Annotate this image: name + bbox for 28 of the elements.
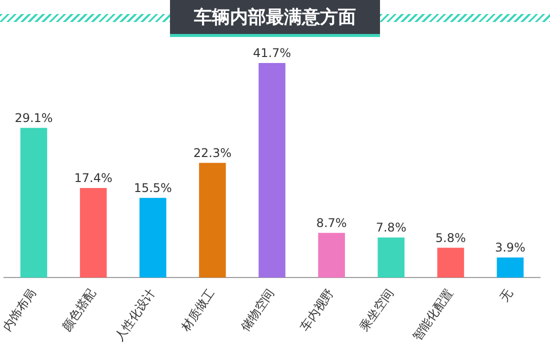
bar xyxy=(139,198,166,278)
data-label: 41.7% xyxy=(252,46,292,60)
bar xyxy=(437,248,464,278)
x-tick-label: 车内视野 xyxy=(298,286,337,334)
bar xyxy=(80,188,107,278)
x-tick-label: 颜色搭配 xyxy=(59,286,98,334)
bar xyxy=(378,237,405,278)
data-label: 29.1% xyxy=(14,110,53,125)
data-label: 3.9% xyxy=(494,240,526,255)
x-tick-label: 储物空间 xyxy=(238,286,278,334)
bar xyxy=(258,62,286,278)
bar xyxy=(496,258,524,278)
x-tick-label: 内饰布局 xyxy=(0,286,39,334)
data-label: 22.3% xyxy=(193,146,232,160)
x-tick-label: 乘坐空间 xyxy=(357,286,396,334)
x-tick-label: 无 xyxy=(496,286,516,304)
data-label: 5.8% xyxy=(435,230,466,245)
chart-title: 车辆内部最满意方面 xyxy=(170,0,380,36)
bar xyxy=(199,162,226,278)
data-label: 15.5% xyxy=(134,180,172,195)
data-label: 7.8% xyxy=(376,220,406,235)
x-tick-label: 智能化配置 xyxy=(410,286,456,344)
data-label: 8.7% xyxy=(316,216,347,230)
data-label: 17.4% xyxy=(74,171,112,186)
bar xyxy=(318,232,345,278)
bar xyxy=(20,128,48,278)
x-tick-label: 人性化设计 xyxy=(112,286,158,344)
x-tick-label: 材质做工 xyxy=(178,286,218,334)
